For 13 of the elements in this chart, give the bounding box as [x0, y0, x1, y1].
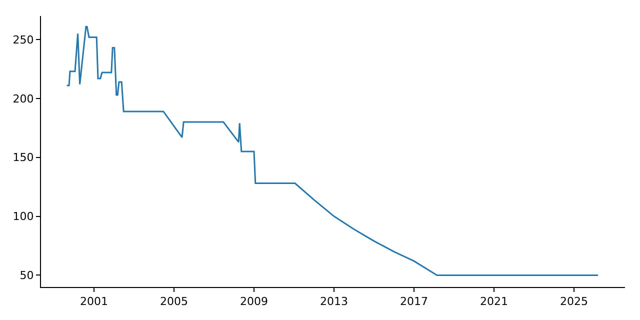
- line-series: [66, 26, 599, 276]
- x-tick-label: 2005: [160, 295, 188, 308]
- x-tick-label: 2013: [320, 295, 348, 308]
- y-tick-label: 150: [12, 151, 34, 164]
- y-tick-label: 200: [12, 92, 34, 106]
- y-tick-label: 100: [12, 210, 34, 224]
- y-tick-label: 250: [12, 33, 34, 46]
- x-tick-label: 2021: [480, 295, 508, 308]
- x-tick-label: 2025: [560, 295, 588, 308]
- x-tick-label: 2009: [240, 295, 268, 308]
- y-tick-label: 50: [20, 269, 34, 282]
- x-tick-label: 2017: [400, 295, 428, 308]
- x-tick-label: 2001: [80, 295, 108, 308]
